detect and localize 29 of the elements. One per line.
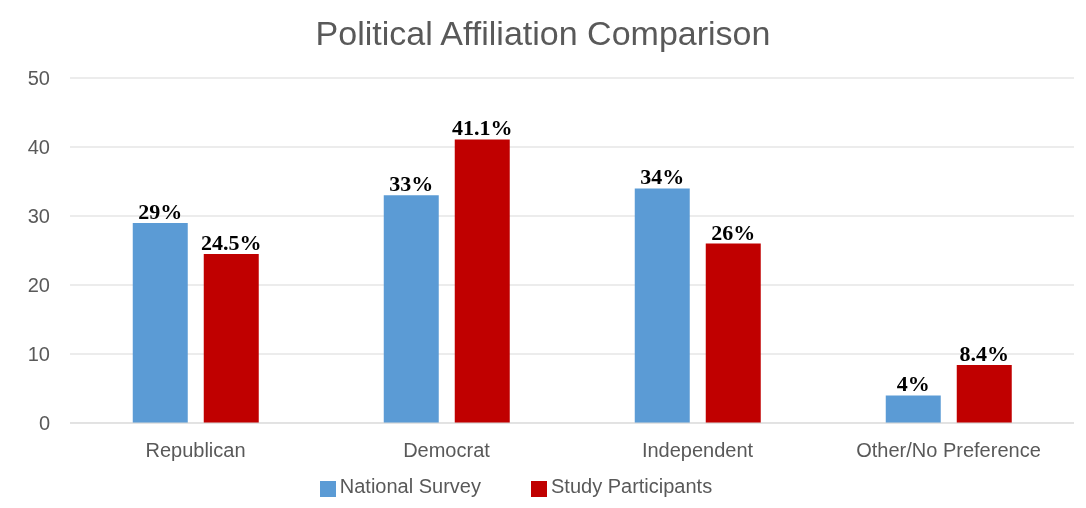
data-label: 26% [711,219,756,245]
bar [203,253,259,423]
y-tick-label: 50 [27,67,50,90]
chart-title: Political Affiliation Comparison [314,13,772,54]
y-tick-label: 0 [38,412,50,435]
data-label: 8.4% [959,341,1009,367]
bar [956,365,1012,423]
bar [132,222,188,423]
data-label: 4% [896,371,930,397]
legend-label: National Survey [339,475,481,497]
y-tick-label: 30 [27,205,50,228]
data-label: 34% [640,164,685,190]
y-tick-label: 10 [27,343,50,366]
bar [634,188,690,423]
bar [705,243,761,423]
bar [454,139,510,423]
data-label: 29% [138,198,183,224]
y-tick-label: 40 [27,136,50,159]
x-tick-label: Republican [145,439,246,462]
data-label: 33% [389,171,434,197]
y-tick-label: 20 [27,274,50,297]
x-tick-label: Democrat [403,439,491,462]
bar [885,395,941,423]
x-tick-label: Other/No Preference [856,439,1041,462]
data-label: 41.1% [452,115,513,141]
x-tick-label: Independent [641,439,754,462]
legend-label: Study Participants [550,475,713,497]
bar [383,195,439,423]
data-label: 24.5% [201,229,262,255]
